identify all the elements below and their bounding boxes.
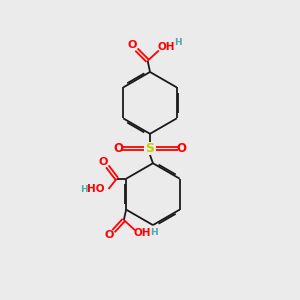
Text: OH: OH bbox=[157, 42, 175, 52]
Text: OH: OH bbox=[133, 228, 151, 238]
Text: O: O bbox=[176, 142, 187, 155]
Text: H: H bbox=[174, 38, 182, 47]
Text: H: H bbox=[80, 184, 87, 194]
Text: HO: HO bbox=[87, 184, 104, 194]
Text: O: O bbox=[99, 157, 108, 167]
Text: O: O bbox=[113, 142, 124, 155]
Text: O: O bbox=[105, 230, 114, 240]
Text: H: H bbox=[150, 228, 158, 237]
Text: S: S bbox=[146, 142, 154, 155]
Text: O: O bbox=[128, 40, 137, 50]
